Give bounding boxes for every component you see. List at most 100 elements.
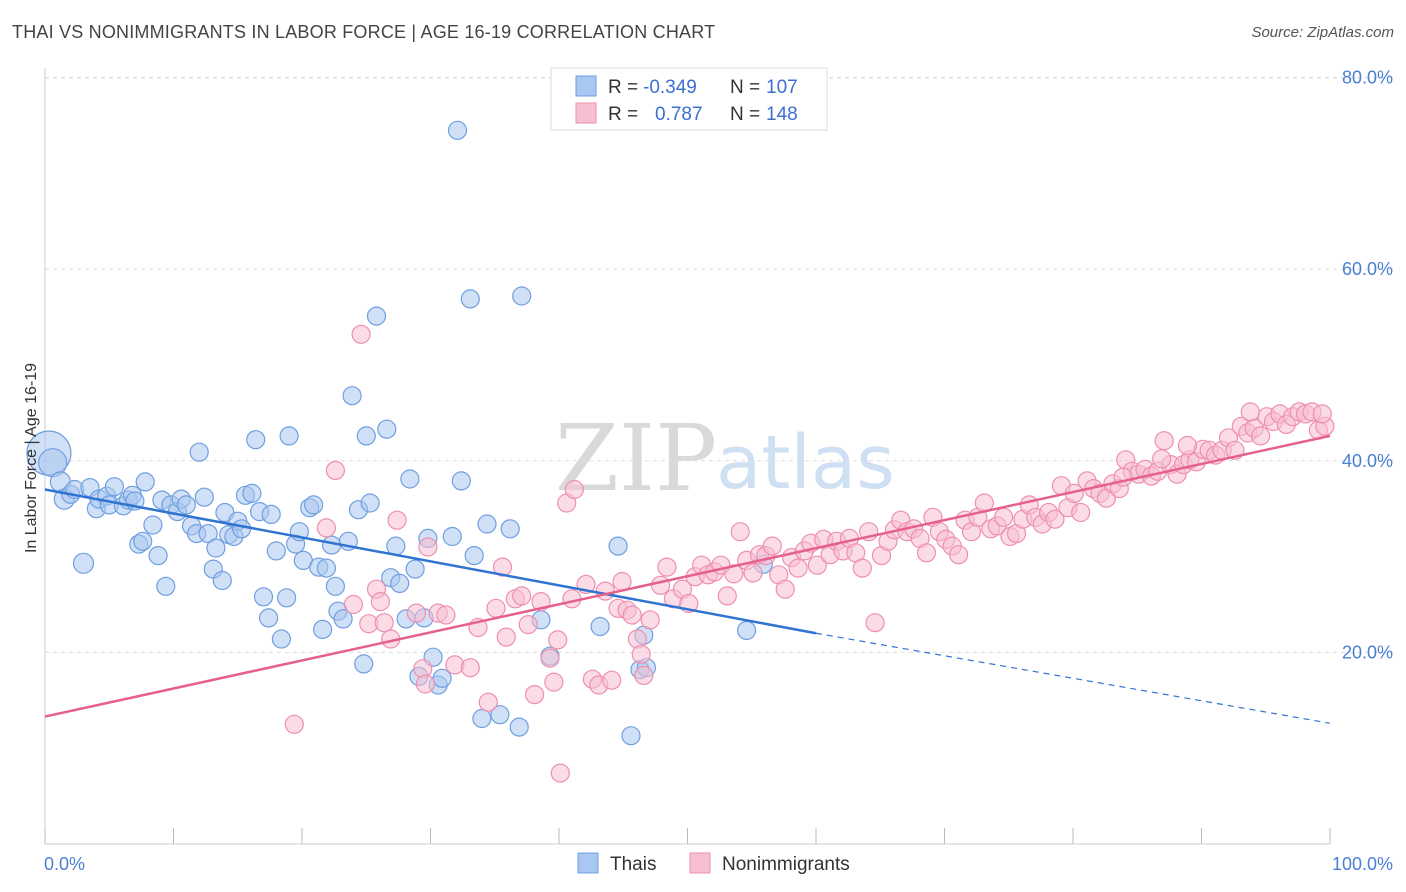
thais-point <box>104 477 125 497</box>
nonimmigrants-point <box>325 460 345 480</box>
thais-point <box>390 573 410 594</box>
legend-n-label-nonimmigrants: N = <box>730 104 760 125</box>
nonimmigrants-point <box>460 658 480 678</box>
nonimmigrants-point <box>1045 509 1065 529</box>
nonimmigrants-point <box>762 536 782 556</box>
thais-point <box>360 493 380 513</box>
nonimmigrants-point <box>486 598 506 618</box>
bottom-legend-label-nonimmigrants: Nonimmigrants <box>722 854 850 875</box>
nonimmigrants-point <box>1071 502 1091 523</box>
thais-point <box>259 608 279 628</box>
nonimmigrants-point <box>316 518 336 538</box>
thais-point <box>72 552 95 574</box>
nonimmigrants-point <box>512 586 532 606</box>
nonimmigrants-point <box>351 324 371 344</box>
nonimmigrants-point <box>916 543 937 563</box>
legend-n-value-thais: 107 <box>766 77 798 98</box>
nonimmigrants-point <box>544 672 564 692</box>
nonimmigrants-point <box>993 507 1014 527</box>
nonimmigrants-point <box>374 613 394 633</box>
legend-swatch-thais <box>575 75 597 97</box>
nonimmigrants-point <box>612 571 632 592</box>
legend-n-value-nonimmigrants: 148 <box>766 104 798 125</box>
watermark: ZIP atlas <box>555 405 895 512</box>
nonimmigrants-point <box>284 714 304 734</box>
nonimmigrants-point <box>548 630 568 650</box>
thais-point <box>590 616 610 637</box>
nonimmigrants-point <box>436 605 456 625</box>
nonimmigrants-point <box>1240 402 1260 422</box>
nonimmigrants-point <box>602 670 622 690</box>
thais-regression-extension <box>815 632 1331 724</box>
watermark-atlas: atlas <box>716 420 895 506</box>
nonimmigrants-point <box>518 614 538 635</box>
nonimmigrants-point <box>730 522 750 542</box>
thais-point <box>472 708 492 729</box>
nonimmigrants-point <box>1177 435 1198 456</box>
chart-title: THAI VS NONIMMIGRANTS IN LABOR FORCE | A… <box>12 22 716 42</box>
thais-point <box>232 519 252 539</box>
nonimmigrants-point <box>343 594 363 615</box>
thais-point <box>266 541 286 561</box>
nonimmigrants-point <box>865 613 885 633</box>
thais-point <box>261 504 281 525</box>
y-tick-label: 60.0% <box>1342 259 1393 279</box>
nonimmigrants-point <box>1152 449 1172 469</box>
legend-box <box>550 67 828 131</box>
thais-point <box>253 587 274 607</box>
thais-point <box>316 558 336 578</box>
nonimmigrants-point <box>634 665 654 686</box>
thais-point <box>451 471 471 491</box>
thais-point <box>608 536 628 556</box>
legend-r-value-thais: -0.349 <box>643 77 697 98</box>
legend: R = -0.349 N = 107 R = 0.787 N = 148 <box>550 67 828 131</box>
nonimmigrants-point <box>1154 431 1174 451</box>
x-tick-label-min: 0.0% <box>44 854 85 874</box>
thais-point <box>206 538 226 558</box>
thais-regression-line <box>44 488 817 635</box>
thais-point <box>176 495 196 515</box>
nonimmigrants-point <box>807 555 827 575</box>
nonimmigrants-point <box>406 603 426 623</box>
nonimmigrants-point <box>540 648 560 668</box>
thais-point <box>512 286 532 306</box>
thais-point <box>342 386 362 406</box>
y-tick-label: 80.0% <box>1342 68 1393 88</box>
chart-source: Source: ZipAtlas.com <box>1251 24 1394 41</box>
thais-point <box>277 588 297 608</box>
nonimmigrants-point <box>478 692 498 712</box>
x-tick-label-max: 100.0% <box>1332 854 1393 874</box>
nonimmigrants-point <box>622 605 642 625</box>
legend-swatch-nonimmigrants <box>575 102 597 124</box>
y-tick-label: 20.0% <box>1342 642 1393 662</box>
nonimmigrants-point <box>595 581 615 601</box>
thais-point <box>509 717 529 737</box>
nonimmigrants-point <box>415 674 435 694</box>
thais-point <box>333 609 353 629</box>
nonimmigrants-point <box>640 610 660 630</box>
thais-point <box>194 487 214 507</box>
nonimmigrants-point <box>1250 426 1271 446</box>
legend-n-label-thais: N = <box>730 77 760 98</box>
thais-point <box>464 545 484 566</box>
thais-point <box>148 545 168 566</box>
thais-point <box>460 289 480 309</box>
nonimmigrants-point <box>564 479 585 500</box>
thais-point <box>279 426 299 446</box>
nonimmigrants-point <box>550 763 570 783</box>
thais-point <box>212 570 232 591</box>
thais-point <box>377 419 397 439</box>
nonimmigrants-point <box>387 510 407 530</box>
nonimmigrants-point <box>717 586 737 606</box>
legend-r-label-nonimmigrants: R = <box>608 104 638 125</box>
thais-point <box>356 426 376 446</box>
bottom-legend: Thais Nonimmigrants <box>577 852 850 875</box>
nonimmigrants-point <box>650 575 671 595</box>
nonimmigrants-point <box>496 627 516 647</box>
nonimmigrants-point <box>788 558 808 578</box>
nonimmigrants-point <box>631 644 651 664</box>
thais-point <box>405 559 425 579</box>
thais-point <box>325 576 345 596</box>
legend-r-value-nonimmigrants: 0.787 <box>655 104 703 125</box>
nonimmigrants-point <box>743 563 763 583</box>
